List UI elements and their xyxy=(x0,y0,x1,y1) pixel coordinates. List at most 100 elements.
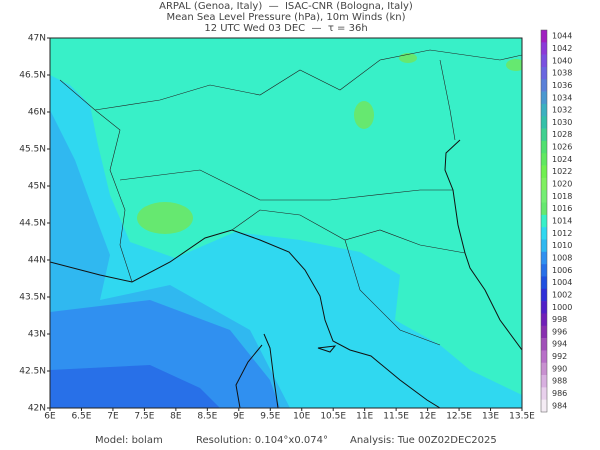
colorbar-swatch xyxy=(541,140,547,154)
lon-label: 13E xyxy=(482,412,499,422)
colorbar-swatch xyxy=(541,239,547,253)
colorbar-label: 1026 xyxy=(552,143,572,152)
lat-label: 46.5N xyxy=(19,71,46,81)
colorbar-label: 1042 xyxy=(552,44,572,53)
colorbar-swatch xyxy=(541,214,547,228)
colorbar-label: 1044 xyxy=(552,32,572,41)
axes: 47N 46.5N 46N 45.5N 45N 44.5N 44N 43.5N 43N 42.5N… xyxy=(19,34,535,422)
lon-label: 7.5E xyxy=(134,412,154,422)
lon-label: 10E xyxy=(293,412,310,422)
colorbar-swatch xyxy=(541,350,547,364)
pressure-1016 xyxy=(506,59,522,71)
footer-analysis: Analysis: Tue 00Z02DEC2025 xyxy=(350,435,497,446)
lon-label: 9E xyxy=(233,412,245,422)
lon-label: 10.5E xyxy=(320,412,346,422)
colorbar-label: 1016 xyxy=(552,204,572,213)
colorbar-label: 1030 xyxy=(552,118,572,127)
colorbar-swatch xyxy=(541,227,547,240)
footer-resolution: Resolution: 0.104°x0.074° xyxy=(196,435,328,446)
lon-label: 11.5E xyxy=(383,412,409,422)
lon-label: 6.5E xyxy=(71,412,91,422)
lat-label: 45N xyxy=(28,182,46,192)
colorbar-swatch xyxy=(541,288,547,302)
lon-label: 11E xyxy=(356,412,373,422)
pressure-1006 xyxy=(50,365,220,408)
colorbar-label: 988 xyxy=(552,377,567,386)
colorbar-swatch xyxy=(541,79,547,92)
colorbar-swatch xyxy=(541,387,547,400)
colorbar-swatch xyxy=(541,66,547,80)
colorbar-label: 992 xyxy=(552,352,567,361)
colorbar-swatch xyxy=(541,251,547,265)
lon-label: 8.5E xyxy=(197,412,217,422)
colorbar: 1044 1042 1040 1038 1036 1034 1032 1030 1028 1026… xyxy=(540,29,572,413)
lat-label: 45.5N xyxy=(19,145,46,155)
colorbar-label: 998 xyxy=(552,315,567,324)
colorbar-label: 1024 xyxy=(552,155,572,164)
lat-label: 43N xyxy=(28,330,46,340)
header-line: Mean Sea Level Pressure (hPa), 10m Winds… xyxy=(167,12,406,23)
colorbar-swatch xyxy=(541,301,547,314)
lon-label: 7E xyxy=(107,412,119,422)
colorbar-swatch xyxy=(541,177,547,191)
lon-label: 8E xyxy=(170,412,182,422)
lat-label: 43.5N xyxy=(19,293,46,303)
lat-label: 46N xyxy=(28,108,46,118)
colorbar-label: 1032 xyxy=(552,106,572,115)
lon-label: 13.5E xyxy=(509,412,535,422)
pressure-1014 xyxy=(50,38,522,395)
colorbar-swatch xyxy=(541,264,547,277)
colorbar-label: 1020 xyxy=(552,180,572,189)
colorbar-swatch xyxy=(541,202,547,216)
colorbar-swatch xyxy=(541,190,547,203)
lon-label: 12.5E xyxy=(446,412,472,422)
colorbar-label: 1028 xyxy=(552,130,572,139)
colorbar-swatch xyxy=(541,116,547,129)
colorbar-label: 986 xyxy=(552,389,567,398)
colorbar-label: 1012 xyxy=(552,229,572,238)
coastlines xyxy=(50,139,522,408)
colorbar-swatch xyxy=(541,91,547,105)
lat-label: 44N xyxy=(28,256,46,266)
header-line: 12 UTC Wed 03 DEC — τ = 36h xyxy=(204,23,367,34)
colorbar-label: 1004 xyxy=(552,278,572,287)
colorbar-label: 1006 xyxy=(552,266,572,275)
lat-label: 42N xyxy=(28,404,46,414)
colorbar-frame xyxy=(540,29,548,413)
colorbar-swatch xyxy=(541,42,547,55)
colorbar-swatch xyxy=(541,54,547,68)
colorbar-label: 1022 xyxy=(552,167,572,176)
colorbar-swatch xyxy=(541,313,547,327)
colorbar-label: 1008 xyxy=(552,253,572,262)
colorbar-swatch xyxy=(541,128,547,142)
colorbar-label: 984 xyxy=(552,401,567,410)
colorbar-swatch xyxy=(541,338,547,351)
pressure-1016 xyxy=(137,202,193,234)
lon-label: 12E xyxy=(419,412,436,422)
colorbar-label: 1040 xyxy=(552,56,572,65)
lat-label: 44.5N xyxy=(19,219,46,229)
colorbar-swatch xyxy=(541,30,547,43)
colorbar-label: 1014 xyxy=(552,217,572,226)
colorbar-label: 1002 xyxy=(552,290,572,299)
lon-label: 6E xyxy=(44,412,56,422)
colorbar-swatch xyxy=(541,165,547,179)
colorbar-label: 990 xyxy=(552,364,567,373)
colorbar-label: 1036 xyxy=(552,81,572,90)
map-area xyxy=(50,38,522,408)
colorbar-label: 1034 xyxy=(552,93,572,102)
lat-label: 47N xyxy=(28,34,46,44)
header-line: ARPAL (Genoa, Italy) — ISAC-CNR (Bologna… xyxy=(159,1,413,12)
lat-label: 42.5N xyxy=(19,367,46,377)
colorbar-swatch xyxy=(541,375,547,388)
colorbar-swatch xyxy=(541,362,547,376)
colorbar-label: 996 xyxy=(552,327,567,336)
colorbar-swatch xyxy=(541,276,547,290)
footer-model: Model: bolam xyxy=(95,435,163,446)
colorbar-label: 1000 xyxy=(552,303,572,312)
colorbar-label: 1018 xyxy=(552,192,572,201)
colorbar-swatch xyxy=(541,399,547,413)
borders xyxy=(59,49,522,346)
colorbar-label: 1038 xyxy=(552,69,572,78)
